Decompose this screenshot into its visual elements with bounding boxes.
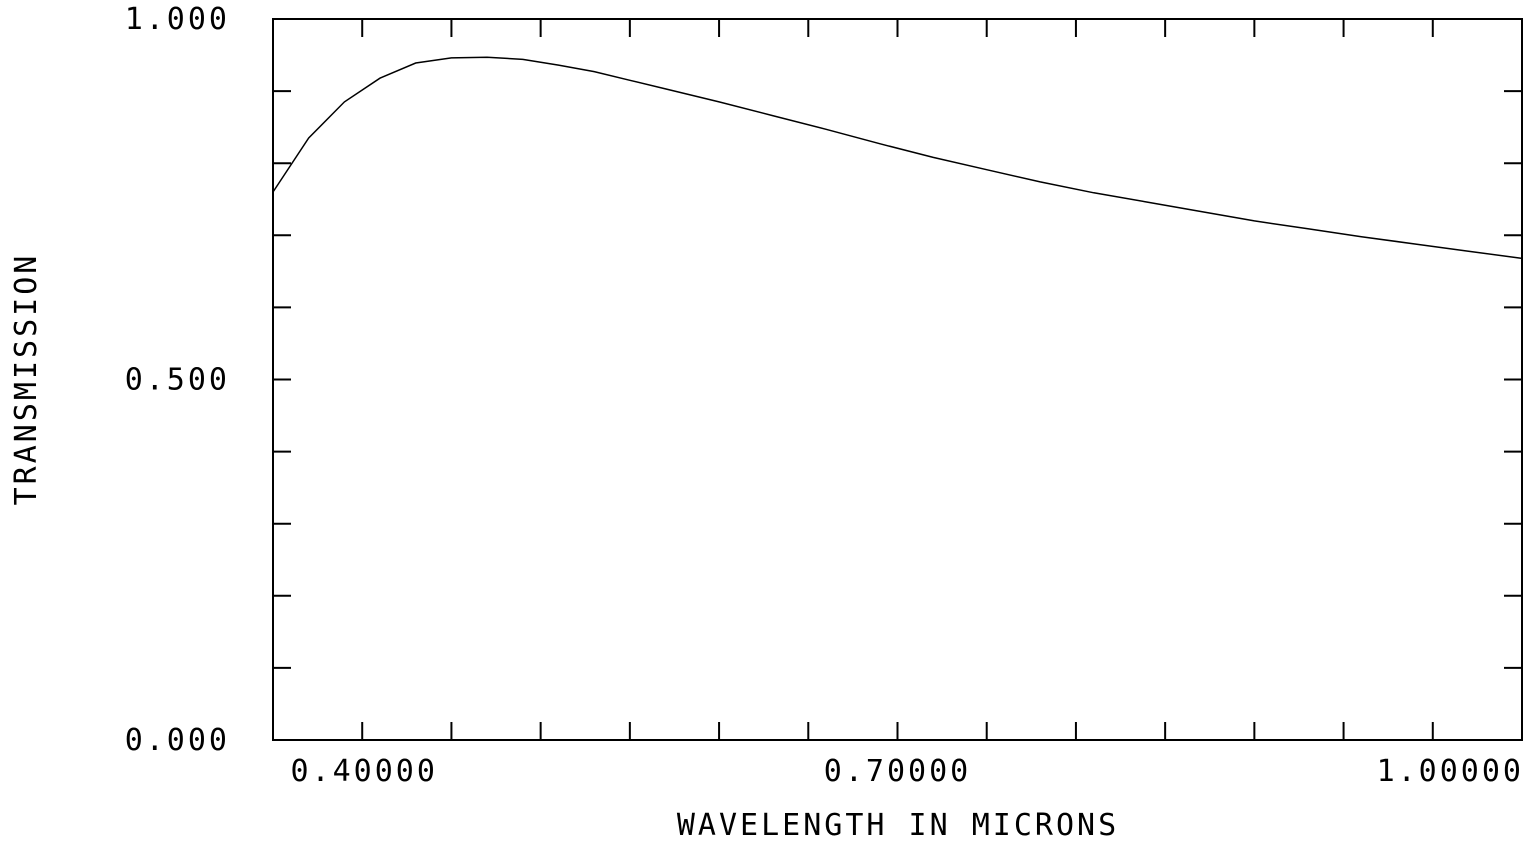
y-axis-label: TRANSMISSION xyxy=(9,253,44,506)
tick-label-group: 0.40000 0.70000 1.00000 1.000 0.500 0.000 xyxy=(125,2,1524,789)
x-tick-label: 0.40000 xyxy=(290,754,437,789)
y-tick-label: 0.500 xyxy=(125,363,230,398)
y-tick-label: 1.000 xyxy=(125,2,230,37)
tick-group xyxy=(273,19,1522,740)
plot-frame xyxy=(272,18,1523,741)
x-tick-label: 0.70000 xyxy=(824,754,971,789)
transmission-curve xyxy=(272,56,1523,260)
x-tick-label: 1.00000 xyxy=(1377,754,1524,789)
y-tick-label: 0.000 xyxy=(125,723,230,758)
x-axis-label: WAVELENGTH IN MICRONS xyxy=(677,808,1119,843)
